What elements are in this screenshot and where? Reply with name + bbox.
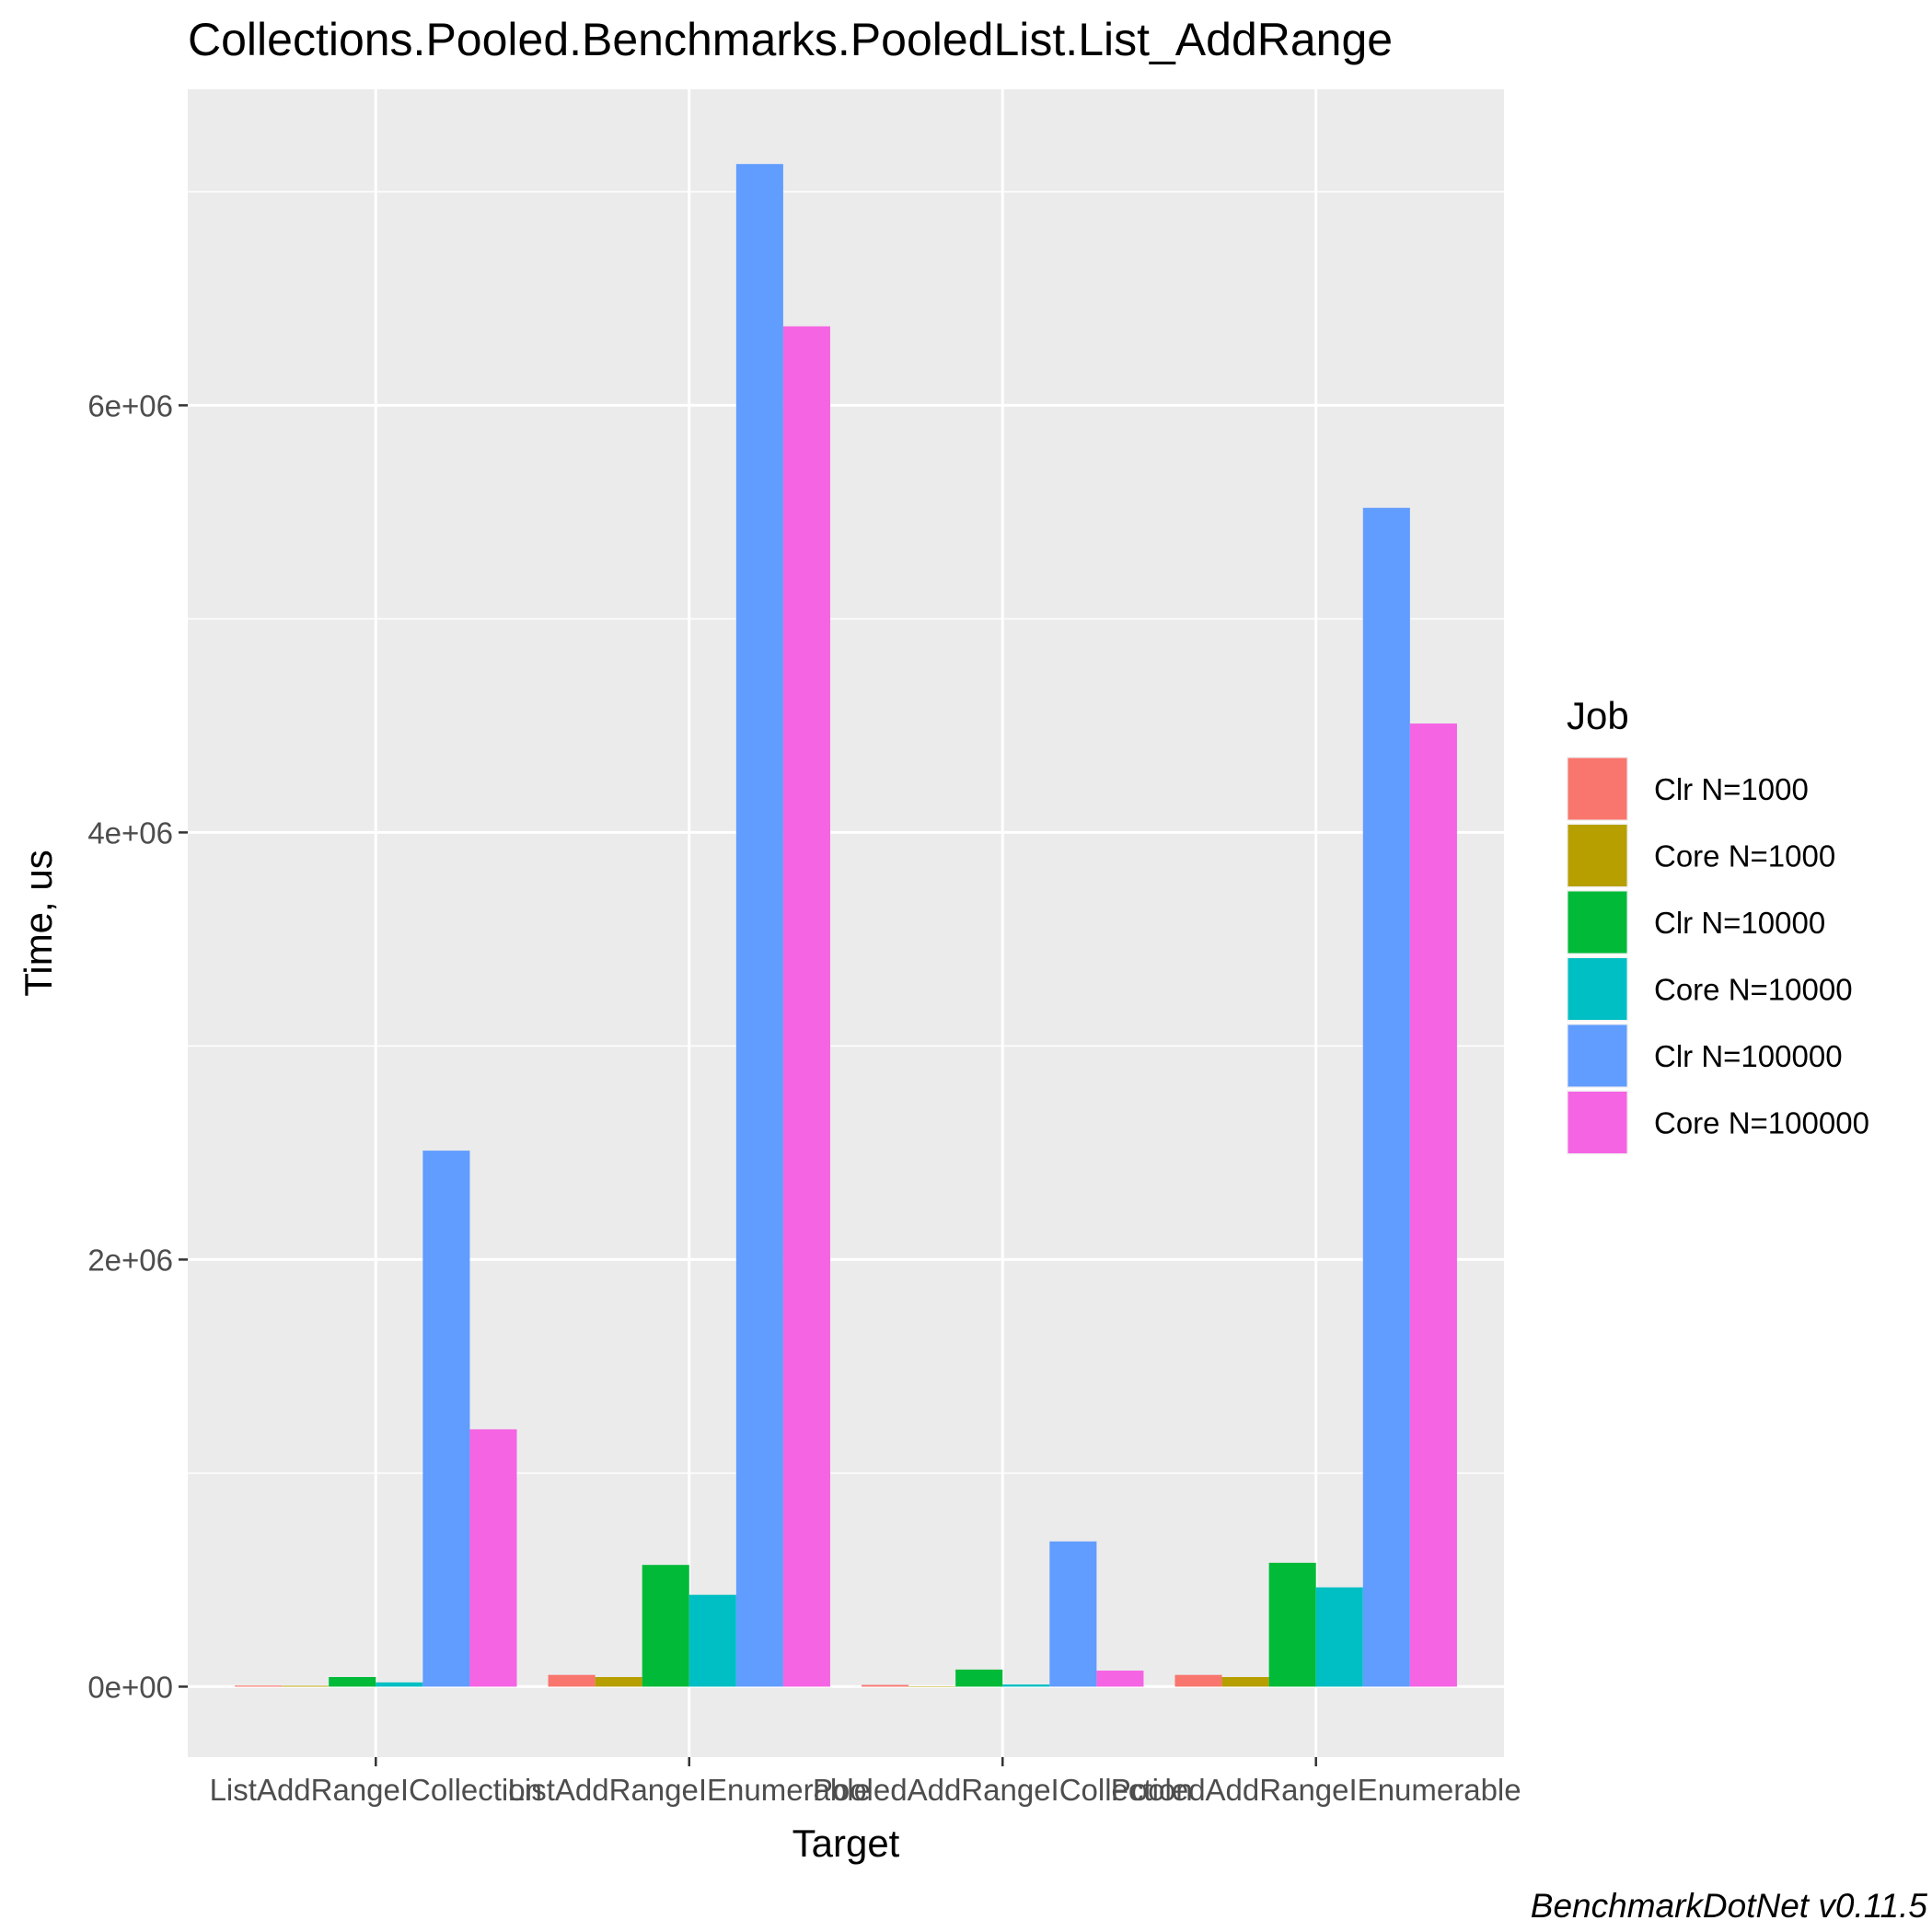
bar <box>595 1676 642 1687</box>
x-tick-label: PooledAddRangeICollection <box>813 1773 1193 1807</box>
legend-label: Clr N=10000 <box>1654 906 1825 940</box>
legend-label: Core N=100000 <box>1654 1106 1869 1140</box>
bar <box>1002 1684 1050 1687</box>
bar <box>422 1151 470 1687</box>
bar <box>548 1674 596 1687</box>
bar <box>1409 723 1457 1687</box>
legend-key <box>1568 1092 1627 1153</box>
bar <box>282 1685 330 1687</box>
bar <box>1268 1562 1316 1687</box>
bar <box>955 1669 1003 1687</box>
legend-key <box>1568 1024 1627 1087</box>
bar <box>1049 1541 1097 1687</box>
bar <box>1174 1674 1222 1687</box>
x-tick-label: ListAddRangeIEnumerable <box>508 1773 871 1807</box>
bar <box>782 326 830 1687</box>
bar <box>908 1685 956 1687</box>
x-tick-label: PooledAddRangeIEnumerable <box>1111 1773 1521 1807</box>
bar <box>862 1684 909 1687</box>
y-tick-label: 2e+06 <box>87 1243 173 1277</box>
bars <box>235 164 1457 1687</box>
legend-key <box>1568 825 1627 886</box>
plot-panel <box>188 89 1504 1757</box>
chart-caption: BenchmarkDotNet v0.11.5 <box>1531 1887 1928 1925</box>
chart-title: Collections.Pooled.Benchmarks.PooledList… <box>188 14 1393 65</box>
y-axis-title: Time, us <box>17 850 60 996</box>
y-tick-label: 4e+06 <box>87 816 173 850</box>
legend-label: Clr N=100000 <box>1654 1039 1843 1073</box>
legend-key <box>1568 891 1627 954</box>
legend-label: Clr N=1000 <box>1654 772 1809 806</box>
bar <box>235 1685 283 1687</box>
bar <box>469 1429 517 1687</box>
bar <box>1221 1676 1269 1687</box>
bar <box>1362 507 1410 1687</box>
legend-label: Core N=1000 <box>1654 839 1835 873</box>
y-tick-label: 6e+06 <box>87 388 173 422</box>
bar <box>735 164 783 1687</box>
x-axis-title: Target <box>792 1822 900 1865</box>
y-tick-label: 0e+00 <box>87 1670 173 1704</box>
legend-key <box>1568 758 1627 820</box>
bar <box>376 1682 423 1687</box>
bar <box>642 1565 689 1687</box>
legend: Job Clr N=1000 Core N=1000 Clr N=10000 Core… <box>1567 694 1869 1155</box>
x-tick-label: ListAddRangeICollection <box>210 1773 542 1807</box>
minor-gridlines <box>188 191 1504 1475</box>
legend-key <box>1568 958 1627 1020</box>
bar <box>688 1594 736 1687</box>
x-axis: ListAddRangeICollectionListAddRangeIEnum… <box>210 1757 1521 1807</box>
bar <box>1096 1671 1144 1687</box>
legend-label: Core N=10000 <box>1654 973 1853 1007</box>
major-gridlines <box>188 89 1504 1757</box>
bar <box>329 1676 376 1687</box>
bar <box>1315 1587 1363 1687</box>
legend-title: Job <box>1567 694 1629 737</box>
y-axis: 0e+00 2e+06 4e+06 6e+06 <box>87 388 188 1704</box>
